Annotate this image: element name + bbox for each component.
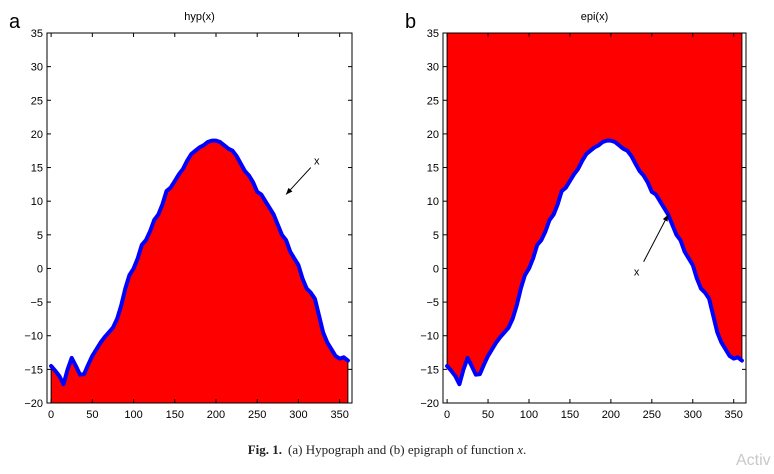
filled-region — [447, 33, 742, 385]
annotation-arrowhead — [286, 187, 293, 195]
filled-region — [51, 140, 348, 403]
watermark-text: Activ — [736, 452, 771, 469]
axes-frame — [442, 32, 747, 404]
caption-label: Fig. 1. — [247, 442, 283, 457]
function-curve — [49, 138, 350, 387]
y-tick-label: 25 — [31, 95, 43, 107]
x-tick-label: 0 — [48, 409, 54, 421]
panel-letter: a — [9, 11, 21, 33]
y-tick-label: −20 — [24, 398, 43, 410]
y-tick-label: −10 — [24, 331, 43, 343]
y-tick-label: 5 — [37, 230, 43, 242]
x-tick-label: 350 — [725, 409, 743, 421]
figure-caption: Fig. 1. (a) Hypograph and (b) epigraph of… — [0, 442, 774, 458]
panel-title: hyp(x) — [184, 11, 215, 23]
y-tick-label: −5 — [426, 297, 439, 309]
caption-text: (a) Hypograph and (b) epigraph of functi… — [288, 442, 514, 457]
annotation-label: x — [634, 266, 640, 278]
y-tick-label: 0 — [37, 263, 43, 275]
x-tick-label: 50 — [86, 409, 98, 421]
annotation-arrowhead — [662, 214, 669, 222]
y-tick-label: −15 — [420, 364, 439, 376]
panel-b: 0 50 100 150 200 250 300 350 −20 −15 −10 −5 0 5 10 15 20… — [405, 11, 747, 421]
y-tick-label: 30 — [31, 62, 43, 74]
y-tick-label: 20 — [31, 129, 43, 141]
y-tick-label: 10 — [31, 196, 43, 208]
x-tick-label: 150 — [166, 409, 184, 421]
y-tick-label: 20 — [427, 129, 439, 141]
y-tick-label: −15 — [24, 364, 43, 376]
annotation-label: x — [314, 155, 320, 167]
x-tick-label: 0 — [444, 409, 450, 421]
y-tick-label: 15 — [427, 163, 439, 175]
caption-end: . — [523, 442, 527, 457]
y-tick-label: 25 — [427, 95, 439, 107]
x-tick-label: 100 — [520, 409, 538, 421]
x-tick-label: 100 — [124, 409, 142, 421]
x-tick-label: 300 — [289, 409, 307, 421]
y-tick-label: 30 — [427, 62, 439, 74]
x-tick-label: 150 — [561, 409, 579, 421]
x-tick-label: 200 — [207, 409, 225, 421]
y-tick-label: −20 — [420, 398, 439, 410]
annotation-arrow — [643, 214, 669, 262]
panel-letter: b — [405, 11, 416, 33]
y-tick-label: 5 — [433, 230, 439, 242]
x-tick-label: 50 — [482, 409, 494, 421]
y-tick-label: 15 — [31, 163, 43, 175]
x-tick-label: 350 — [330, 409, 348, 421]
y-tick-label: −10 — [420, 331, 439, 343]
y-tick-label: 10 — [427, 196, 439, 208]
x-tick-label: 200 — [602, 409, 620, 421]
x-tick-label: 300 — [684, 409, 702, 421]
panel-title: epi(x) — [581, 11, 609, 23]
axes-frame — [46, 32, 353, 404]
panel-a: 0 50 100 150 200 250 300 350 −20 −15 −10 −5 0 5 10 15 20… — [9, 11, 353, 421]
y-tick-label: 0 — [433, 263, 439, 275]
y-tick-label: 35 — [31, 28, 43, 40]
figure: 0 50 100 150 200 250 300 350−20−15−10−505101520… — [9, 11, 747, 421]
x-tick-label: 250 — [248, 409, 266, 421]
x-tick-label: 250 — [643, 409, 661, 421]
function-curve — [445, 138, 744, 387]
y-tick-label: −5 — [30, 297, 43, 309]
y-tick-label: 35 — [427, 28, 439, 40]
caption-function-name: x — [517, 442, 524, 457]
